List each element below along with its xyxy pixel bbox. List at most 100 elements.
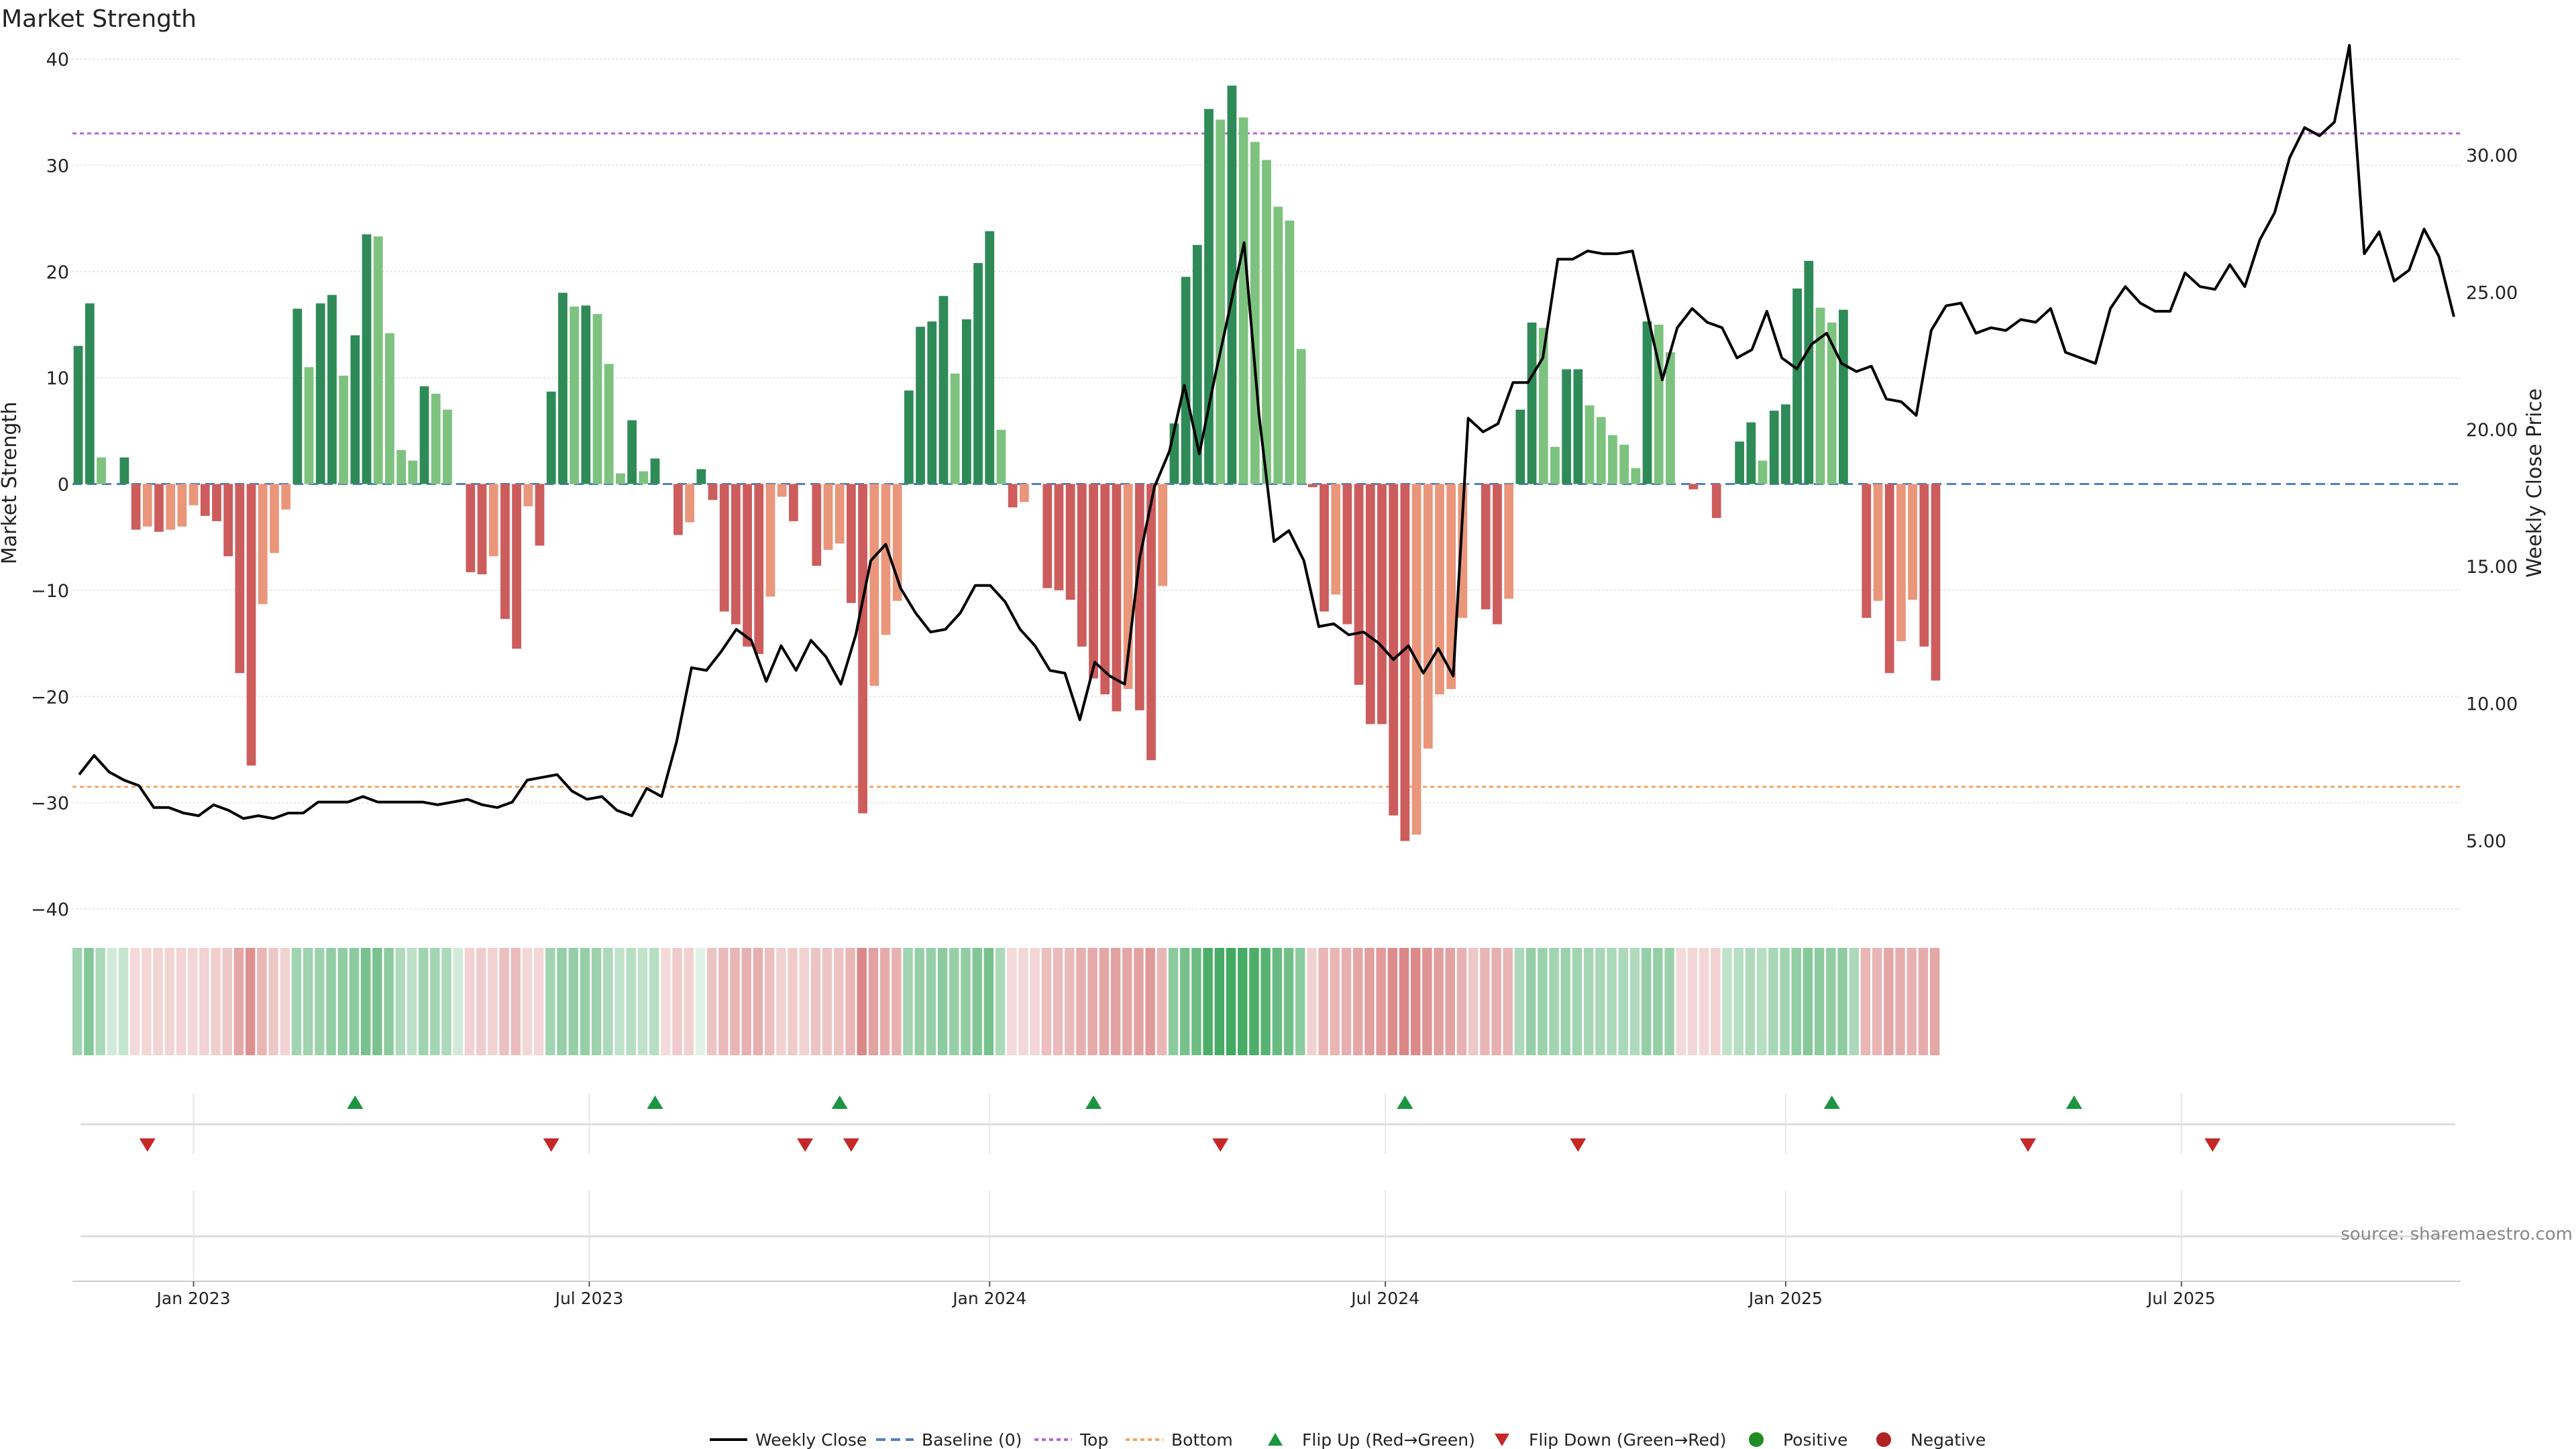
strip-cell: [430, 948, 440, 1055]
strip-cell: [1445, 948, 1456, 1055]
strip-cell: [1768, 948, 1778, 1055]
strength-bar: [223, 484, 233, 557]
strip-cell: [1814, 948, 1825, 1055]
strength-bar: [938, 296, 949, 484]
y-tick-label: 40: [46, 50, 69, 70]
strength-bar: [385, 333, 394, 484]
strength-bar: [1815, 307, 1825, 484]
strength-bar: [1227, 85, 1237, 484]
strength-bar: [823, 484, 833, 550]
weekly-close-line: [78, 44, 2455, 820]
strength-bar: [961, 319, 971, 484]
strength-bar: [1527, 322, 1537, 484]
strip-cell: [695, 948, 706, 1055]
strip-cell: [84, 948, 94, 1055]
strip-cell: [845, 948, 855, 1055]
strip-cell: [949, 948, 959, 1055]
strip-cell: [280, 948, 290, 1055]
strength-bar: [97, 457, 106, 484]
strength-bar: [1515, 409, 1525, 484]
strength-bar: [1781, 404, 1790, 484]
y2-tick-label: 15.00: [2466, 557, 2518, 578]
strength-bar: [1262, 160, 1271, 484]
strength-bar: [1862, 484, 1872, 619]
y2-tick-label: 25.00: [2466, 282, 2518, 303]
strength-bar: [189, 484, 199, 506]
strip-cell: [326, 948, 336, 1055]
x-tick-label: Jan 2024: [951, 1289, 1026, 1308]
strip-cell: [1456, 948, 1467, 1055]
strip-cell: [626, 948, 636, 1055]
strength-bar: [1688, 484, 1699, 490]
strip-cell: [1272, 948, 1283, 1055]
strip-cell: [222, 948, 233, 1055]
flip-down-marker: [797, 1138, 814, 1152]
strength-bar: [1919, 484, 1929, 647]
strength-bar: [85, 303, 95, 484]
strength-bar: [1619, 444, 1629, 484]
legend-swatch-dot: [1876, 1432, 1891, 1447]
y-axis-label: Market Strength: [0, 402, 21, 564]
strip-cell: [72, 948, 83, 1055]
strip-cell: [1434, 948, 1444, 1055]
strip-cell: [1664, 948, 1674, 1055]
strip-cell: [834, 948, 844, 1055]
strip-cell: [1041, 948, 1052, 1055]
strip-cell: [926, 948, 936, 1055]
strength-bar: [1008, 484, 1018, 508]
strength-bar: [985, 231, 995, 484]
strength-bar: [1631, 468, 1641, 484]
strip-cell: [637, 948, 648, 1055]
legend-label: Negative: [1911, 1430, 1986, 1449]
flip-down-marker: [543, 1138, 559, 1152]
strength-bar: [996, 429, 1006, 484]
strength-bar: [743, 484, 752, 647]
strength-bar: [258, 484, 268, 604]
strength-bar: [1608, 435, 1617, 484]
chart-title: Market Strength: [1, 5, 197, 33]
strip-cell: [903, 948, 913, 1055]
strip-cell: [1895, 948, 1905, 1055]
strength-bar: [973, 263, 983, 484]
strip-cell: [233, 948, 244, 1055]
flip-down-marker: [843, 1138, 859, 1152]
strip-cell: [349, 948, 360, 1055]
strip-cell: [995, 948, 1006, 1055]
flip-up-marker: [1823, 1095, 1840, 1109]
strength-bar: [765, 484, 775, 597]
strip-cell: [1699, 948, 1709, 1055]
strength-heat-strip: [72, 948, 1940, 1055]
y-tick-label: 0: [58, 475, 69, 496]
strength-bar: [904, 390, 914, 484]
strip-cell: [672, 948, 682, 1055]
strip-cell: [1376, 948, 1386, 1055]
gridlines: [72, 58, 2461, 910]
strength-bar: [881, 484, 891, 635]
strip-cell: [810, 948, 821, 1055]
strength-bar: [789, 484, 798, 521]
strip-cell: [441, 948, 451, 1055]
strip-cell: [1491, 948, 1501, 1055]
strip-cell: [1791, 948, 1801, 1055]
strength-bar: [1931, 484, 1941, 681]
strength-bar: [500, 484, 510, 619]
strength-bar: [246, 484, 256, 766]
strip-cell: [1687, 948, 1698, 1055]
strength-bar: [1896, 484, 1906, 641]
strip-cell: [118, 948, 129, 1055]
strip-cell: [476, 948, 486, 1055]
strip-cell: [1307, 948, 1317, 1055]
y2-tick-label: 5.00: [2466, 831, 2506, 852]
flip-up-marker: [347, 1095, 364, 1109]
strip-cell: [1122, 948, 1132, 1055]
strip-cell: [1065, 948, 1075, 1055]
strip-cell: [741, 948, 751, 1055]
strip-cell: [684, 948, 694, 1055]
strength-bar: [1216, 119, 1226, 484]
strip-cell: [464, 948, 475, 1055]
strength-bar: [754, 484, 764, 654]
strength-bar: [916, 327, 925, 484]
strength-bar: [200, 484, 210, 517]
strip-cell: [730, 948, 740, 1055]
strip-cell: [1249, 948, 1259, 1055]
